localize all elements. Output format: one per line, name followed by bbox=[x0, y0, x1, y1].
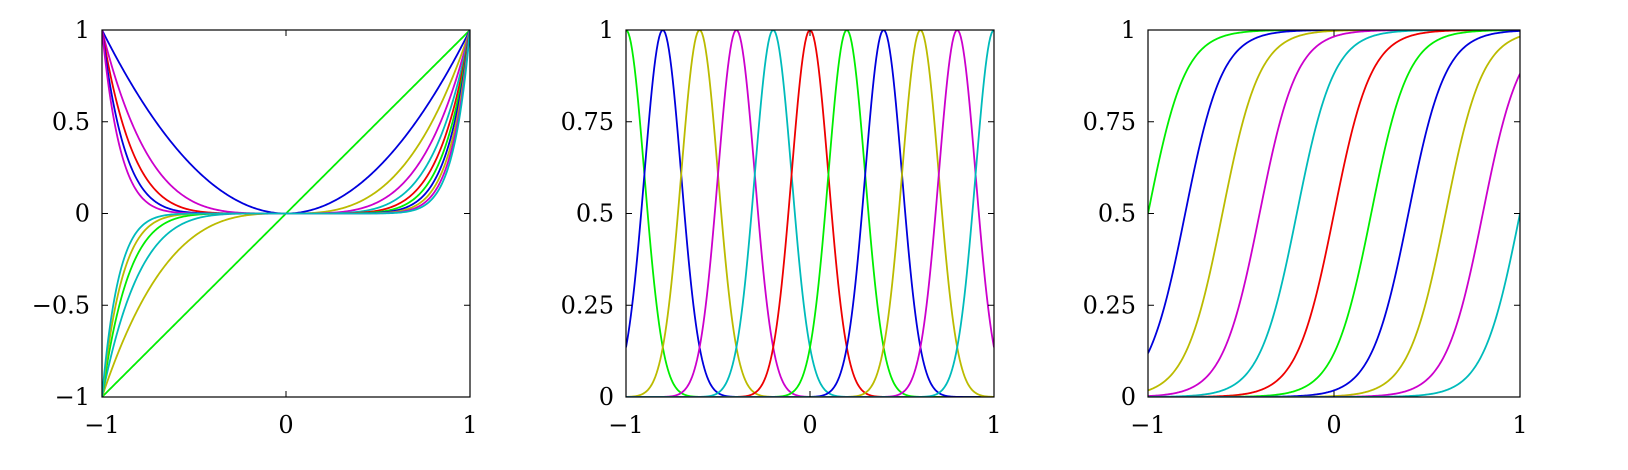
basis-curve-8 bbox=[626, 30, 994, 397]
plot-frame bbox=[625, 29, 995, 398]
basis-curve-10 bbox=[102, 30, 470, 215]
basis-curve-11 bbox=[102, 30, 470, 397]
y-tick-label: 0.5 bbox=[1098, 200, 1136, 228]
curves-group bbox=[102, 30, 470, 397]
basis-curve-1 bbox=[1148, 30, 1520, 214]
y-tick-label: 0 bbox=[1121, 383, 1136, 411]
basis-curve-9 bbox=[626, 30, 994, 397]
x-tick-label: 1 bbox=[1512, 411, 1527, 439]
curves-group bbox=[1148, 30, 1520, 397]
basis-curve-4 bbox=[626, 30, 994, 397]
y-tick-label: 0 bbox=[75, 200, 90, 228]
basis-curve-4 bbox=[102, 30, 470, 215]
basis-curve-7 bbox=[626, 30, 994, 397]
gaussian-basis-chart: −1 0 100.250.50.751 bbox=[561, 16, 1002, 439]
basis-curve-6 bbox=[102, 30, 470, 215]
y-tick-label: 0.75 bbox=[1083, 108, 1136, 136]
x-tick-label: −1 bbox=[608, 411, 643, 439]
y-tick-label: 1 bbox=[599, 16, 614, 44]
x-tick-label: 0 bbox=[278, 411, 293, 439]
y-tick-label: 1 bbox=[1121, 16, 1136, 44]
basis-curve-2 bbox=[102, 30, 470, 215]
x-tick-label: 1 bbox=[986, 411, 1001, 439]
y-tick-label: 1 bbox=[75, 16, 90, 44]
basis-curve-2 bbox=[1148, 30, 1520, 354]
x-tick-label: 1 bbox=[462, 411, 477, 439]
y-tick-label: 0.25 bbox=[561, 291, 614, 319]
basis-curve-2 bbox=[626, 30, 994, 397]
y-tick-label: 0.75 bbox=[561, 108, 614, 136]
y-tick-label: 0.5 bbox=[576, 200, 614, 228]
basis-curve-6 bbox=[1148, 30, 1520, 397]
basis-curve-10 bbox=[1148, 73, 1520, 397]
basis-curve-6 bbox=[626, 30, 994, 397]
x-tick-label: 0 bbox=[1326, 411, 1341, 439]
basis-curve-3 bbox=[626, 30, 994, 397]
y-tick-label: −0.5 bbox=[32, 291, 90, 319]
basis-curve-10 bbox=[626, 30, 994, 397]
y-tick-label: −1 bbox=[55, 383, 90, 411]
sigmoid-basis-chart: −1 0 100.250.50.751 bbox=[1083, 16, 1528, 439]
x-tick-label: −1 bbox=[1130, 411, 1165, 439]
x-tick-label: 0 bbox=[802, 411, 817, 439]
x-tick-label: −1 bbox=[84, 411, 119, 439]
basis-curve-11 bbox=[1148, 213, 1520, 397]
basis-curve-5 bbox=[626, 30, 994, 397]
curves-group bbox=[626, 30, 994, 397]
polynomial-basis-chart: −1 0 1 −1 −0.5 0 0.5 1 bbox=[32, 16, 478, 439]
basis-curve-11 bbox=[626, 30, 994, 397]
basis-curve-8 bbox=[102, 30, 470, 215]
y-tick-label: 0.25 bbox=[1083, 291, 1136, 319]
y-tick-label: 0.5 bbox=[52, 108, 90, 136]
basis-curve-1 bbox=[626, 30, 994, 397]
y-tick-label: 0 bbox=[599, 383, 614, 411]
